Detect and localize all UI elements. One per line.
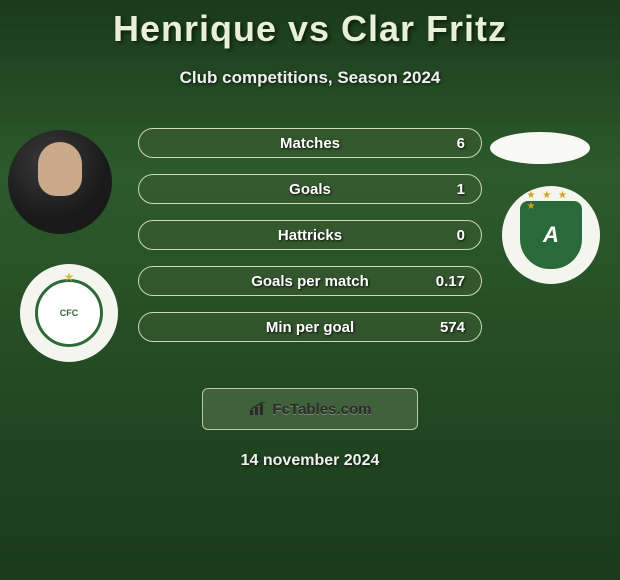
club-badge-right: ★ ★ ★ ★ A bbox=[502, 186, 600, 284]
stat-row-hattricks: Hattricks 0 bbox=[138, 220, 482, 250]
stat-row-gpm: Goals per match 0.17 bbox=[138, 266, 482, 296]
stat-label: Hattricks bbox=[278, 227, 342, 244]
stats-list: Matches 6 Goals 1 Hattricks 0 Goals per … bbox=[138, 128, 482, 358]
stat-row-mpg: Min per goal 574 bbox=[138, 312, 482, 342]
brand-label: FcTables.com bbox=[273, 401, 372, 418]
stat-value-right: 0.17 bbox=[436, 273, 465, 290]
stat-value-right: 0 bbox=[457, 227, 465, 244]
stars-icon: ★ ★ ★ ★ bbox=[527, 190, 576, 212]
stat-label: Goals per match bbox=[251, 273, 369, 290]
stat-row-goals: Goals 1 bbox=[138, 174, 482, 204]
page-title: Henrique vs Clar Fritz bbox=[0, 0, 620, 50]
star-icon: ★ bbox=[64, 270, 75, 284]
stat-value-right: 1 bbox=[457, 181, 465, 198]
player-photo-left bbox=[8, 130, 112, 234]
stat-value-right: 6 bbox=[457, 135, 465, 152]
stat-row-matches: Matches 6 bbox=[138, 128, 482, 158]
stat-value-right: 574 bbox=[440, 319, 465, 336]
player-photo-right bbox=[490, 132, 590, 164]
chart-icon bbox=[249, 402, 267, 416]
club-badge-left: ★ CFC bbox=[20, 264, 118, 362]
stat-label: Matches bbox=[280, 135, 340, 152]
stat-label: Min per goal bbox=[266, 319, 354, 336]
brand-box[interactable]: FcTables.com bbox=[202, 388, 418, 430]
date-label: 14 november 2024 bbox=[0, 452, 620, 470]
subtitle: Club competitions, Season 2024 bbox=[0, 68, 620, 88]
club-crest-left: CFC bbox=[35, 279, 103, 347]
comparison-panel: ★ CFC ★ ★ ★ ★ A Matches 6 Goals 1 Hattri… bbox=[0, 128, 620, 388]
stat-label: Goals bbox=[289, 181, 331, 198]
